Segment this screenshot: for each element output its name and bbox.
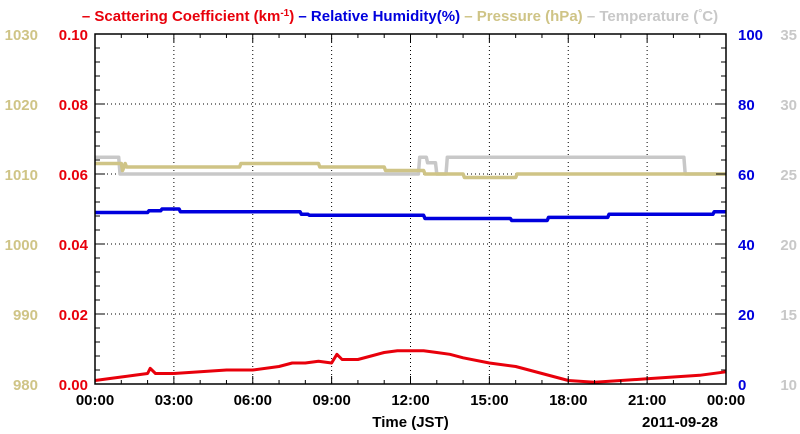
- x-tick-label: 06:00: [234, 392, 272, 409]
- legend-entry-pressure: – Pressure (hPa): [460, 8, 583, 25]
- y-tick-label-pressure: 990: [13, 307, 38, 324]
- y-tick-label-pressure: 1010: [5, 167, 38, 184]
- x-tick-label: 12:00: [391, 392, 429, 409]
- legend-degree: °: [698, 8, 702, 19]
- y-tick-label-temperature: 35: [780, 27, 797, 44]
- x-tick-label: 00:00: [707, 392, 745, 409]
- legend-entry-temperature: – Temperature (: [583, 8, 699, 25]
- y-tick-label-pressure: 1000: [5, 237, 38, 254]
- legend-entry-humidity: – Relative Humidity(%): [294, 8, 460, 25]
- x-tick-label: 09:00: [312, 392, 350, 409]
- legend-suffix: ): [289, 8, 294, 25]
- y-tick-label-pressure: 1020: [5, 97, 38, 114]
- y-tick-label-scattering: 0.00: [59, 377, 88, 394]
- x-tick-label: 15:00: [470, 392, 508, 409]
- chart-grid: [95, 34, 726, 384]
- x-axis-label: Time (JST): [372, 414, 448, 431]
- y-tick-label-pressure: 980: [13, 377, 38, 394]
- y-tick-label-scattering: 0.02: [59, 307, 88, 324]
- y-tick-label-humidity: 20: [738, 307, 755, 324]
- chart-axes: 00:00 03:00 06:00 09:00 12:00 15:00 18:00 21:00…: [5, 27, 797, 409]
- series-line-humidity: [95, 207, 726, 223]
- y-tick-label-scattering: 0.06: [59, 167, 88, 184]
- y-tick-label-temperature: 20: [780, 237, 797, 254]
- y-tick-label-pressure: 1030: [5, 27, 38, 44]
- y-tick-label-temperature: 10: [780, 377, 797, 394]
- x-tick-label: 00:00: [76, 392, 114, 409]
- x-tick-label: 21:00: [628, 392, 666, 409]
- legend-suffix: C): [702, 8, 718, 25]
- x-tick-label: 18:00: [549, 392, 587, 409]
- chart-legend: – Scattering Coefficient (km-1) – Relati…: [82, 8, 718, 26]
- date-label: 2011-09-28: [642, 414, 718, 431]
- y-tick-label-humidity: 40: [738, 237, 755, 254]
- y-tick-label-temperature: 30: [780, 97, 797, 114]
- y-tick-label-temperature: 15: [780, 307, 797, 324]
- series-line-pressure: [95, 161, 726, 180]
- y-tick-label-humidity: 100: [738, 27, 763, 44]
- series-layer: [94, 155, 727, 384]
- y-tick-label-humidity: 60: [738, 167, 755, 184]
- y-tick-label-humidity: 80: [738, 97, 755, 114]
- x-tick-label: 03:00: [155, 392, 193, 409]
- y-tick-label-scattering: 0.08: [59, 97, 88, 114]
- y-tick-label-temperature: 25: [780, 167, 797, 184]
- y-tick-label-scattering: 0.10: [59, 27, 88, 44]
- legend-text: – Scattering Coefficient (km-1) – Relati…: [82, 8, 718, 26]
- y-tick-label-humidity: 0: [738, 377, 746, 394]
- legend-sup: -1: [280, 8, 289, 19]
- legend-entry-scattering: – Scattering Coefficient (km: [82, 8, 280, 25]
- y-tick-label-scattering: 0.04: [59, 237, 89, 254]
